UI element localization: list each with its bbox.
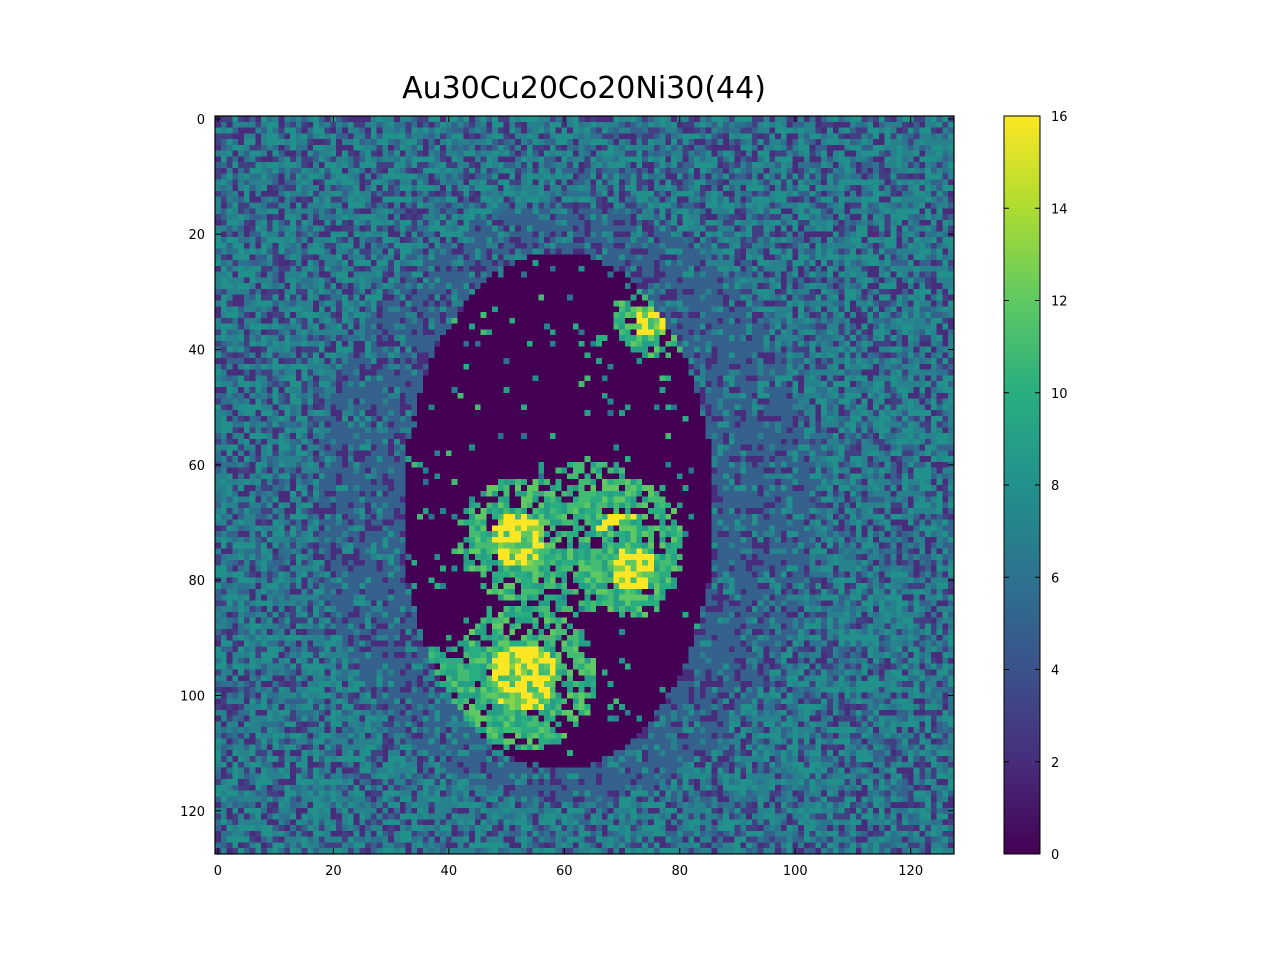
y-tick-label: 0: [197, 113, 205, 128]
colorbar-tick-label: 2: [1051, 756, 1059, 771]
x-tick-label: 0: [214, 864, 222, 879]
heatmap-axes: 0 20 40 60 80 100 120 0 20 40 60 80 100 120: [180, 113, 955, 879]
heatmap-image: [215, 116, 954, 854]
colorbar-tick-label: 16: [1051, 110, 1068, 125]
heatmap-frame: [214, 115, 955, 855]
x-tick-label: 60: [556, 864, 573, 879]
y-tick-label: 60: [188, 459, 205, 474]
colorbar-tick-label: 6: [1051, 571, 1059, 586]
x-tick-label: 80: [671, 864, 688, 879]
x-axis-ticks: 0 20 40 60 80 100 120: [214, 116, 923, 879]
y-tick-label: 120: [180, 805, 205, 820]
colorbar-gradient: [1003, 115, 1041, 855]
y-tick-label: 20: [188, 228, 205, 243]
y-axis-ticks: 0 20 40 60 80 100 120: [180, 113, 954, 820]
x-tick-label: 20: [325, 864, 342, 879]
chart-title: Au30Cu20Co20Ni30(44): [402, 71, 766, 106]
colorbar: 0 2 4 6 8 10 12 14 16: [1003, 110, 1068, 863]
colorbar-tick-label: 4: [1051, 664, 1059, 679]
y-tick-label: 80: [188, 574, 205, 589]
y-tick-label: 40: [188, 344, 205, 359]
colorbar-ticks: 0 2 4 6 8 10 12 14 16: [1004, 110, 1068, 863]
colorbar-tick-label: 10: [1051, 387, 1068, 402]
colorbar-tick-label: 12: [1051, 295, 1068, 310]
y-tick-label: 100: [180, 689, 205, 704]
colorbar-tick-label: 8: [1051, 479, 1059, 494]
x-tick-label: 120: [898, 864, 923, 879]
x-tick-label: 40: [441, 864, 458, 879]
colorbar-tick-label: 0: [1051, 848, 1059, 863]
colorbar-tick-label: 14: [1051, 202, 1068, 217]
x-tick-label: 100: [783, 864, 808, 879]
